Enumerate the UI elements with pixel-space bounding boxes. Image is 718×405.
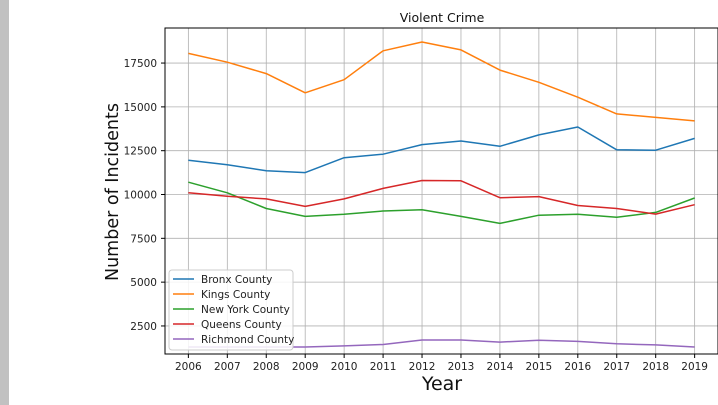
series-line-queens-county (188, 179, 695, 215)
legend: Bronx County Kings County New York County Q… (168, 269, 294, 351)
legend-label-bronx-county: Bronx County (201, 274, 272, 286)
x-tick-label: 2018 (642, 361, 669, 373)
x-tick-label: 2009 (292, 361, 319, 373)
y-tick-label: 12500 (124, 146, 157, 158)
series-line-bronx-county (188, 126, 695, 174)
x-tick-label: 2015 (525, 361, 552, 373)
plot-area-frame (164, 27, 718, 355)
x-tick-label: 2010 (331, 361, 358, 373)
chart-title: Violent Crime (400, 10, 485, 25)
y-axis-label: Number of Incidents (103, 103, 123, 281)
x-tick-label: 2012 (409, 361, 436, 373)
legend-label-richmond-county: Richmond County (201, 334, 294, 346)
x-tick-label: 2017 (603, 361, 630, 373)
x-tick-label: 2019 (681, 361, 708, 373)
grid (165, 28, 718, 354)
y-tick-label: 17500 (124, 58, 157, 70)
y-tick-label: 7500 (130, 233, 157, 245)
scrollbar[interactable] (0, 0, 9, 405)
y-tick-label: 2500 (130, 321, 157, 333)
y-axis-ticks: 2500 5000 7500 10000 12500 15000 17500 (124, 58, 165, 333)
x-tick-label: 2014 (487, 361, 514, 373)
x-axis-label: Year (421, 373, 462, 395)
x-tick-label: 2011 (370, 361, 397, 373)
x-tick-label: 2006 (175, 361, 202, 373)
series-line-new-york-county (188, 181, 695, 225)
x-axis-ticks: 2006 2007 2008 2009 2010 2011 2012 2013 2014 2015… (175, 354, 708, 373)
x-tick-label: 2007 (214, 361, 241, 373)
x-tick-label: 2016 (564, 361, 591, 373)
x-tick-label: 2013 (448, 361, 475, 373)
legend-label-queens-county: Queens County (201, 319, 282, 331)
legend-label-new-york-county: New York County (201, 304, 290, 316)
y-tick-label: 15000 (124, 102, 157, 114)
series-lines (188, 41, 695, 348)
legend-label-kings-county: Kings County (201, 289, 270, 301)
y-tick-label: 5000 (130, 277, 157, 289)
legend-box (168, 269, 294, 351)
x-tick-label: 2008 (253, 361, 280, 373)
y-tick-label: 10000 (124, 190, 157, 202)
series-line-kings-county (188, 41, 695, 122)
